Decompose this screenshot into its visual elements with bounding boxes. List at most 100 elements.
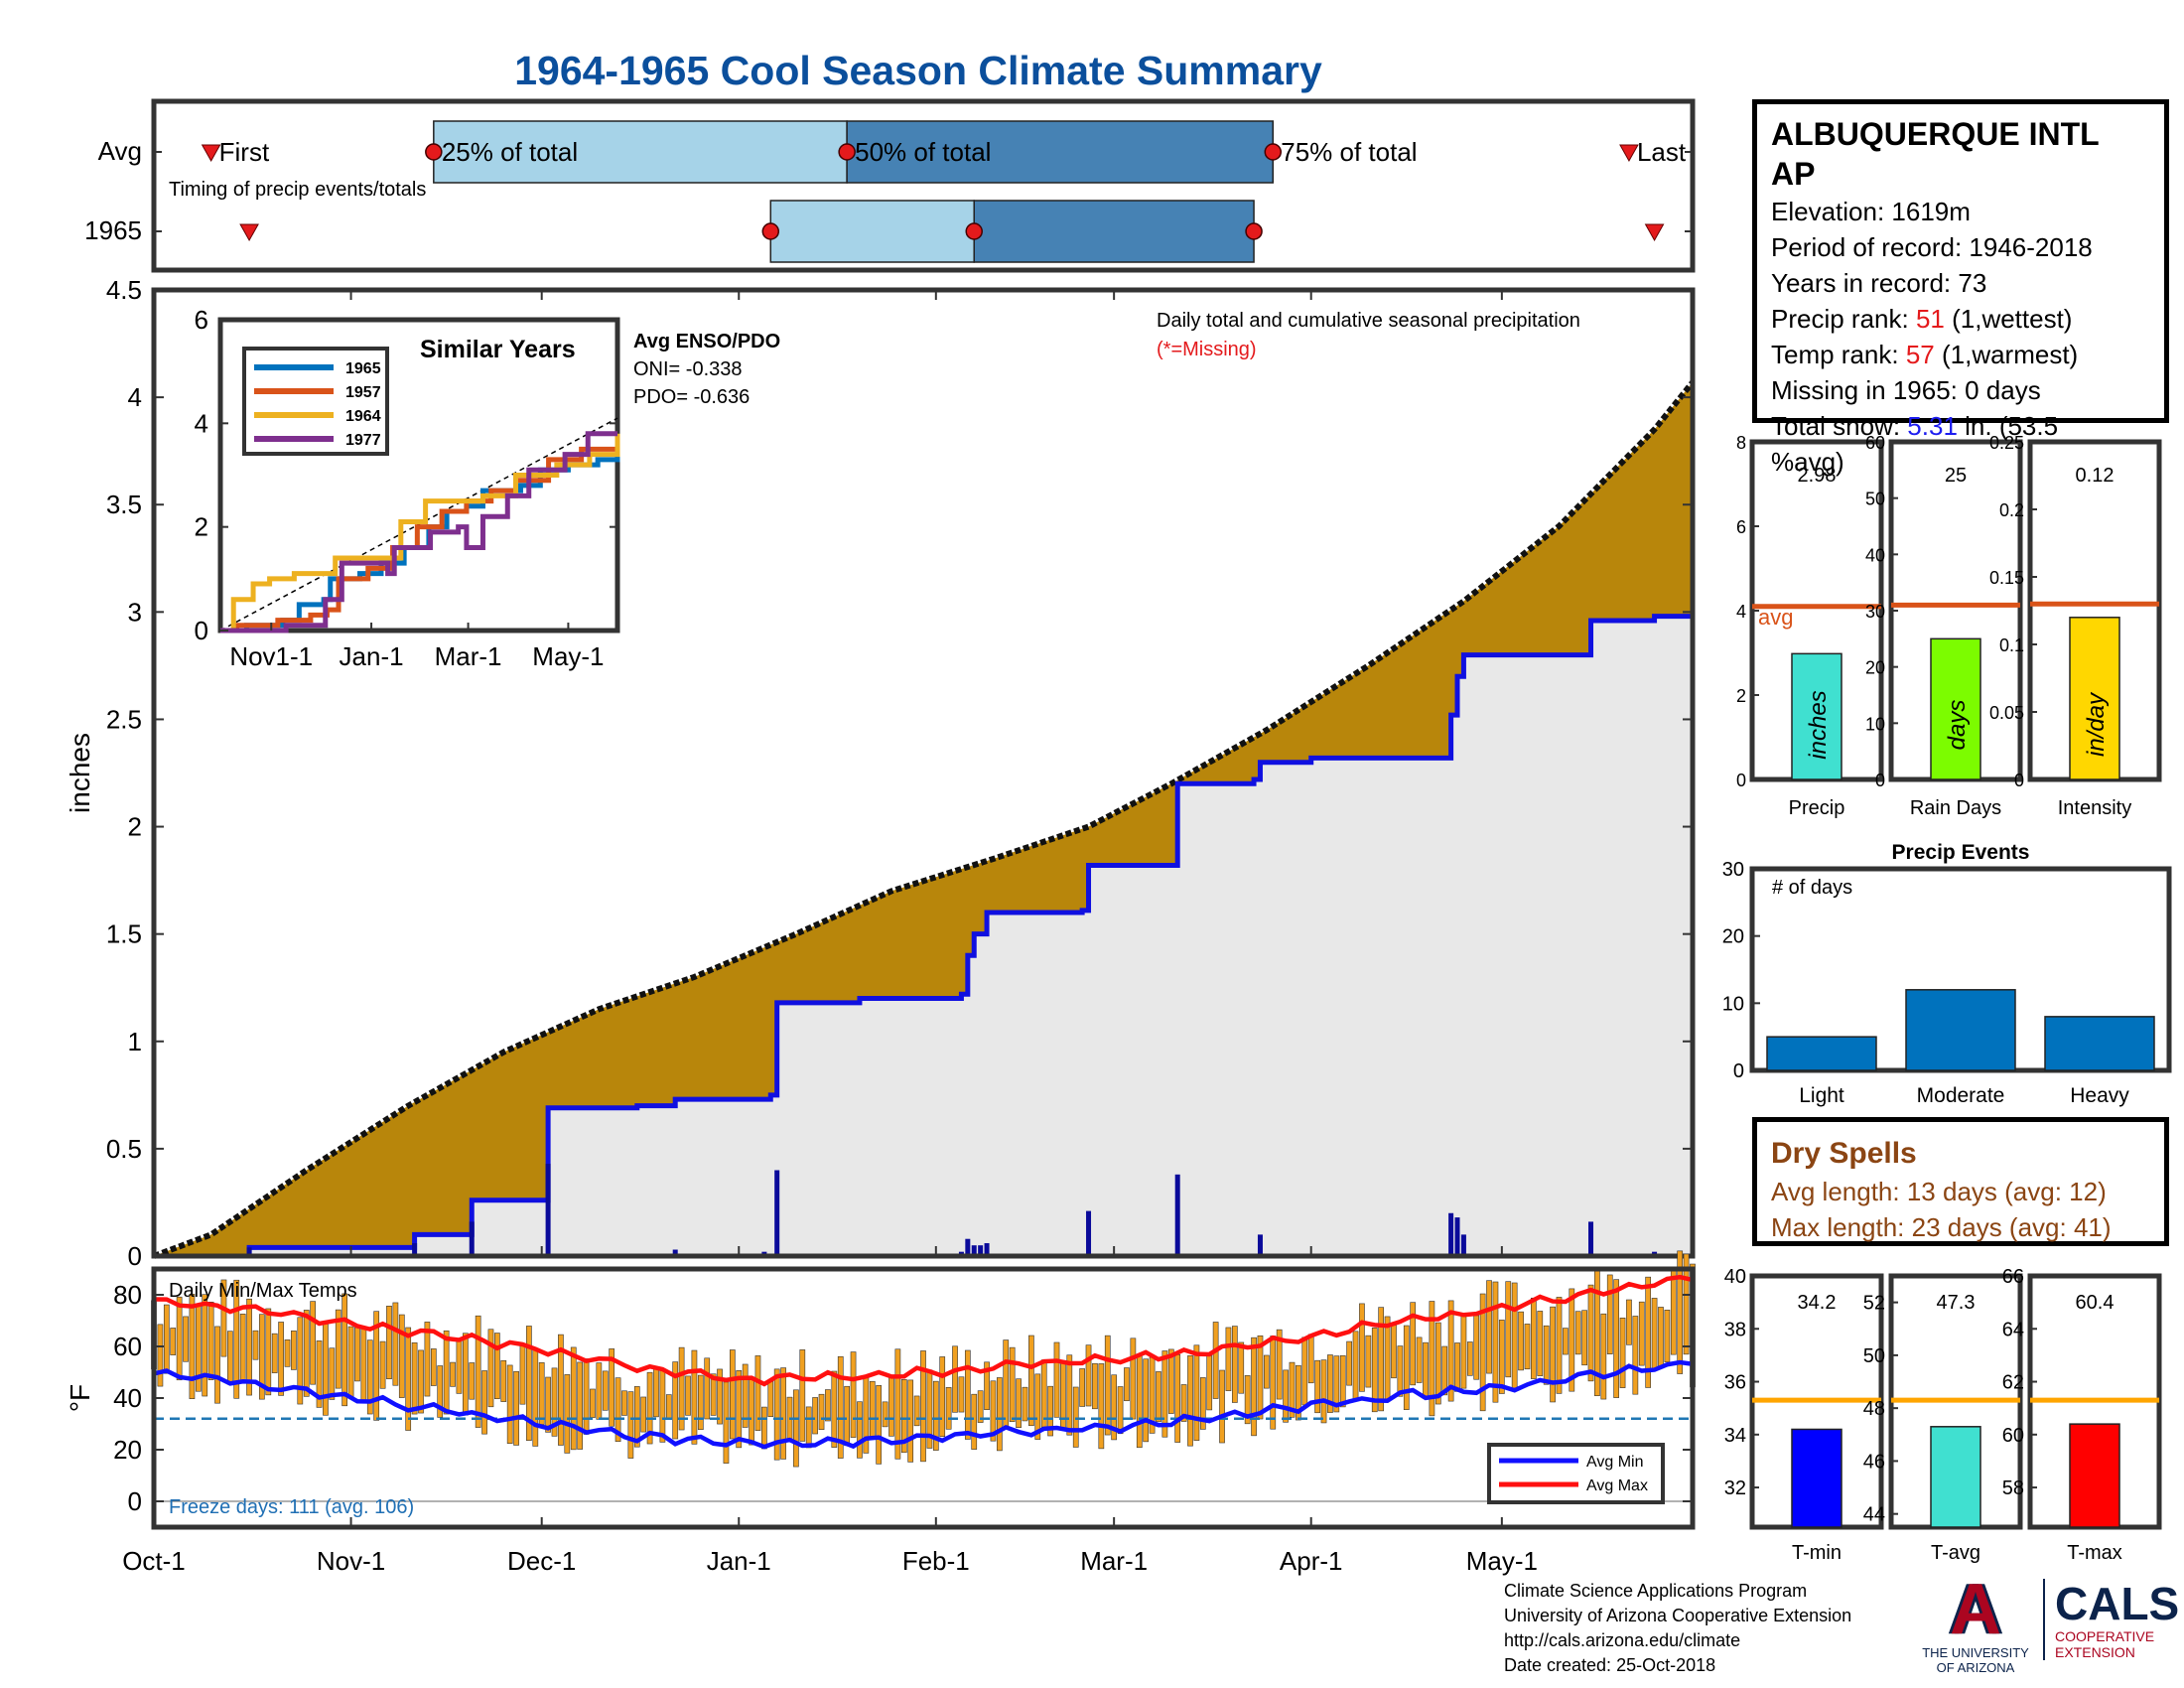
timing-label: Last — [1637, 137, 1687, 167]
legend-label-avg-max: Avg Max — [1586, 1477, 1648, 1494]
timing-row-label: 1965 — [84, 215, 142, 245]
daily-temp-bar — [170, 1328, 177, 1355]
daily-temp-bar — [1339, 1354, 1346, 1408]
daily-temp-bar — [450, 1361, 456, 1387]
daily-temp-bar — [1613, 1279, 1619, 1398]
timing-circle-marker — [1264, 143, 1283, 161]
daily-temp-bar — [1574, 1311, 1581, 1355]
mini-y-tick-label: 30 — [1865, 602, 1885, 622]
season-cumulative-area — [154, 616, 1693, 1256]
similar-year-line-1977 — [220, 431, 617, 633]
temp-summary-y-tick-label: 64 — [2002, 1319, 2024, 1340]
legend-label: 1957 — [345, 384, 381, 401]
daily-temp-bar — [1473, 1315, 1480, 1380]
daily-temp-bar — [577, 1361, 583, 1450]
daily-temp-bar — [437, 1365, 444, 1418]
daily-temp-bar — [1447, 1300, 1454, 1402]
inset-x-tick-label: Mar-1 — [435, 641, 502, 671]
timing-box-50-75 — [973, 200, 1255, 263]
inset-x-tick-label: May-1 — [532, 641, 604, 671]
daily-temp-bar — [977, 1390, 984, 1423]
daily-temp-bar — [932, 1380, 939, 1451]
page-title: 1964-1965 Cool Season Climate Summary — [514, 48, 1322, 93]
daily-temp-bar — [1187, 1355, 1193, 1447]
daily-temp-bar — [411, 1341, 418, 1415]
daily-temp-bar — [614, 1377, 621, 1443]
daily-temp-bar — [729, 1349, 736, 1440]
daily-temp-bar — [1092, 1362, 1098, 1410]
daily-temp-bar — [157, 1324, 164, 1387]
mini-y-tick-label: 0.2 — [1999, 500, 2024, 520]
avg-cumulative-line — [152, 380, 1696, 1259]
daily-temp-bar — [1416, 1336, 1423, 1383]
daily-temp-bar — [207, 1301, 214, 1380]
daily-temp-bar — [1600, 1313, 1607, 1400]
daily-temp-bar — [329, 1347, 336, 1400]
daily-temp-bar — [1492, 1281, 1499, 1403]
daily-temp-bar — [513, 1370, 519, 1446]
precip-event-category: Light — [1799, 1084, 1844, 1107]
daily-temp-bar — [793, 1389, 799, 1468]
daily-temp-bar — [805, 1406, 812, 1449]
daily-temp-bar — [1219, 1369, 1225, 1444]
daily-temp-bar — [1359, 1303, 1365, 1392]
daily-temp-bar — [1238, 1341, 1245, 1394]
timing-label: 75% of total — [1281, 137, 1417, 167]
inset-y-tick-label: 0 — [195, 616, 208, 645]
daily-temp-bar — [259, 1314, 265, 1400]
daily-temp-bar — [1486, 1280, 1492, 1374]
inset-y-tick-label: 6 — [195, 305, 208, 335]
daily-temp-bar — [1638, 1301, 1645, 1366]
temp-y-tick-label: 0 — [128, 1486, 142, 1516]
daily-temp-bar — [1423, 1341, 1429, 1397]
mini-unit-label: in/day — [2083, 691, 2110, 757]
daily-temp-bar — [284, 1339, 291, 1367]
temp-summary-y-tick-label: 34 — [1724, 1425, 1746, 1447]
daily-temp-bar — [1327, 1354, 1333, 1413]
daily-precip-bar — [1460, 1234, 1466, 1256]
daily-temp-bar — [1296, 1364, 1301, 1421]
temp-summary-y-tick-label: 60 — [2002, 1425, 2024, 1447]
inset-y-tick-label: 4 — [195, 408, 208, 438]
daily-temp-bar — [487, 1329, 494, 1408]
daily-temp-bar — [704, 1357, 711, 1420]
daily-temp-bar — [621, 1390, 627, 1416]
daily-temp-bar — [271, 1333, 278, 1373]
temp-summary-y-tick-label: 44 — [1863, 1504, 1885, 1526]
mini-y-tick-label: 2 — [1736, 686, 1746, 706]
footer-link[interactable]: http://cals.arizona.edu/climate — [1504, 1630, 1741, 1650]
temp-summary-y-tick-label: 40 — [1724, 1266, 1746, 1288]
daily-temp-bar — [876, 1385, 883, 1465]
mini-value-label: 0.12 — [2076, 465, 2115, 487]
daily-temp-bar — [220, 1279, 227, 1357]
daily-temp-bar — [672, 1361, 679, 1440]
daily-temp-bar — [1047, 1385, 1053, 1437]
daily-temp-bar — [831, 1370, 838, 1448]
daily-temp-bar — [1352, 1331, 1359, 1401]
daily-temp-bar — [1378, 1307, 1385, 1412]
daily-temp-bar — [1429, 1301, 1435, 1417]
daily-temp-bar — [710, 1373, 717, 1416]
daily-temp-bar — [697, 1374, 704, 1431]
temp-summary-y-tick-label: 52 — [1863, 1293, 1885, 1315]
temp-summary-x-label: T-max — [2067, 1542, 2122, 1564]
daily-precip-bar — [545, 1164, 551, 1256]
daily-temp-bar — [1111, 1374, 1118, 1441]
precip-rank: Precip rank: 51 (1,wettest) — [1771, 304, 2073, 334]
daily-temp-bar — [341, 1293, 348, 1407]
mini-y-tick-label: 0.05 — [1989, 703, 2024, 723]
temp-y-axis-label: °F — [65, 1384, 95, 1412]
daily-temp-bar — [303, 1310, 310, 1397]
daily-temp-bar — [1384, 1316, 1391, 1402]
mini-x-label: Rain Days — [1910, 797, 2001, 819]
daily-temp-bar — [888, 1376, 894, 1437]
similar-year-line-1957 — [220, 444, 620, 633]
daily-temp-bar — [1180, 1384, 1187, 1422]
x-tick-label: Nov-1 — [317, 1546, 385, 1576]
legend-label-avg-min: Avg Min — [1586, 1454, 1644, 1471]
daily-temp-bar — [1161, 1350, 1168, 1438]
precip-event-bar — [1905, 989, 2016, 1071]
daily-temp-bar — [1664, 1310, 1671, 1363]
daily-temp-bar — [1283, 1369, 1289, 1423]
